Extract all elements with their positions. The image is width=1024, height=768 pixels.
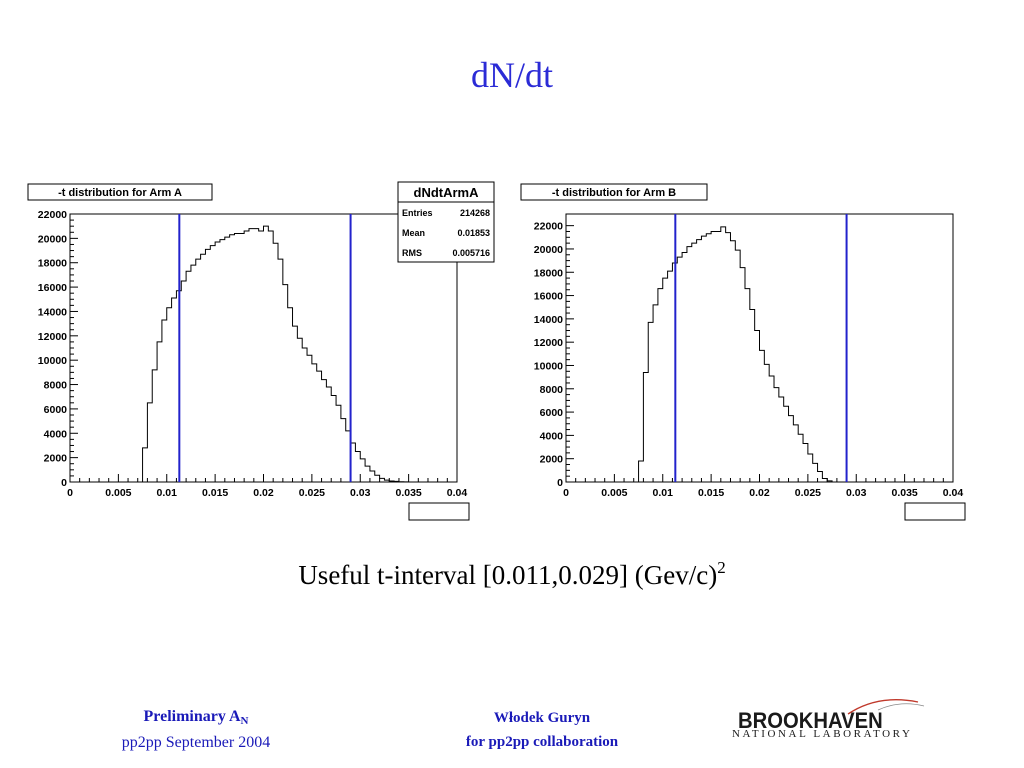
stats-row-label: Mean: [402, 228, 425, 238]
y-tick-label: 20000: [38, 233, 67, 245]
y-tick-label: 20000: [534, 244, 563, 256]
footer-meeting: pp2pp September 2004: [121, 734, 271, 751]
histogram-series: [70, 225, 457, 483]
stats-title: dNdtArmA: [414, 185, 480, 200]
y-tick-label: 12000: [38, 331, 67, 343]
chart-title: -t distribution for Arm A: [58, 187, 182, 199]
x-tick-label: 0.04: [943, 487, 964, 499]
y-tick-label: 6000: [540, 407, 564, 419]
stats-row-value: 214268: [460, 208, 490, 218]
y-tick-label: 10000: [38, 355, 67, 367]
y-tick-label: 0: [61, 477, 67, 489]
y-tick-label: 18000: [38, 258, 67, 270]
y-tick-label: 22000: [38, 209, 67, 221]
x-tick-label: 0.005: [601, 487, 627, 499]
chart-title-box: [520, 183, 708, 201]
footer-center: Włodek Guryn for pp2pp collaboration: [412, 706, 672, 754]
y-tick-label: 10000: [534, 360, 563, 372]
stats-row-value: 0.01853: [457, 228, 490, 238]
logo-swoosh-icon: [847, 699, 925, 715]
caption-superscript: 2: [717, 558, 726, 577]
x-tick-label: 0.025: [795, 487, 821, 499]
x-tick-label: 0.025: [299, 487, 325, 499]
slide-title: dN/dt: [470, 55, 553, 95]
y-tick-label: 2000: [540, 454, 564, 466]
histogram-series: [566, 226, 953, 483]
x-tick-label: 0.015: [202, 487, 228, 499]
y-tick-label: 14000: [534, 314, 563, 326]
y-tick-label: 0: [557, 477, 563, 489]
x-tick-label: 0.02: [253, 487, 274, 499]
footer-subject-sub: N: [240, 715, 249, 727]
x-tick-label: 0.01: [157, 487, 178, 499]
logo-wordmark: BROOKHAVEN: [738, 708, 883, 733]
y-tick-label: 16000: [534, 291, 563, 303]
logo-subtitle: NATIONAL LABORATORY: [732, 728, 913, 740]
x-tick-label: 0.01: [653, 487, 674, 499]
y-tick-label: 18000: [534, 267, 563, 279]
empty-label-box: [408, 502, 470, 521]
y-tick-label: 12000: [534, 337, 563, 349]
y-tick-label: 4000: [44, 428, 68, 440]
stats-row-value: 0.005716: [452, 248, 490, 258]
y-tick-label: 14000: [38, 306, 67, 318]
y-tick-label: 8000: [44, 380, 68, 392]
footer-collaboration: for pp2pp collaboration: [465, 734, 619, 750]
caption: Useful t-interval [0.011,0.029] (Gev/c)2: [0, 558, 1024, 591]
footer-subject-main: Preliminary A: [143, 708, 241, 725]
x-tick-label: 0.035: [395, 487, 421, 499]
bnl-logo: BROOKHAVEN NATIONAL LABORATORY: [728, 692, 938, 748]
chart-arm-a: -t distribution for Arm A 0 2000 4000 6000 80…: [27, 181, 495, 521]
caption-text: Useful t-interval [0.011,0.029] (Gev/c): [298, 560, 718, 590]
x-tick-label: 0.04: [447, 487, 468, 499]
footer-author: Włodek Guryn: [493, 710, 591, 726]
chart-arm-b: -t distribution for Arm B 0 2000 4000 6000 80…: [520, 183, 966, 521]
y-tick-label: 4000: [540, 430, 564, 442]
empty-label-box: [904, 502, 966, 521]
stats-row-label: Entries: [402, 208, 433, 218]
x-tick-label: 0: [563, 487, 569, 499]
footer-subject: Preliminary AN: [96, 706, 296, 732]
stats-box: [397, 181, 495, 263]
x-tick-label: 0.035: [891, 487, 917, 499]
stats-row-label: RMS: [402, 248, 422, 258]
y-tick-label: 22000: [534, 221, 563, 233]
x-tick-label: 0.03: [846, 487, 867, 499]
y-tick-label: 8000: [540, 384, 564, 396]
footer-left: Preliminary AN pp2pp September 2004: [96, 706, 296, 754]
y-tick-label: 16000: [38, 282, 67, 294]
chart-title: -t distribution for Arm B: [552, 187, 676, 199]
chart-title-box: [27, 183, 213, 201]
x-tick-label: 0.03: [350, 487, 371, 499]
x-tick-label: 0.02: [749, 487, 770, 499]
y-tick-label: 6000: [44, 404, 68, 416]
x-tick-label: 0.015: [698, 487, 724, 499]
x-tick-label: 0: [67, 487, 73, 499]
x-tick-label: 0.005: [105, 487, 131, 499]
y-tick-label: 2000: [44, 453, 68, 465]
